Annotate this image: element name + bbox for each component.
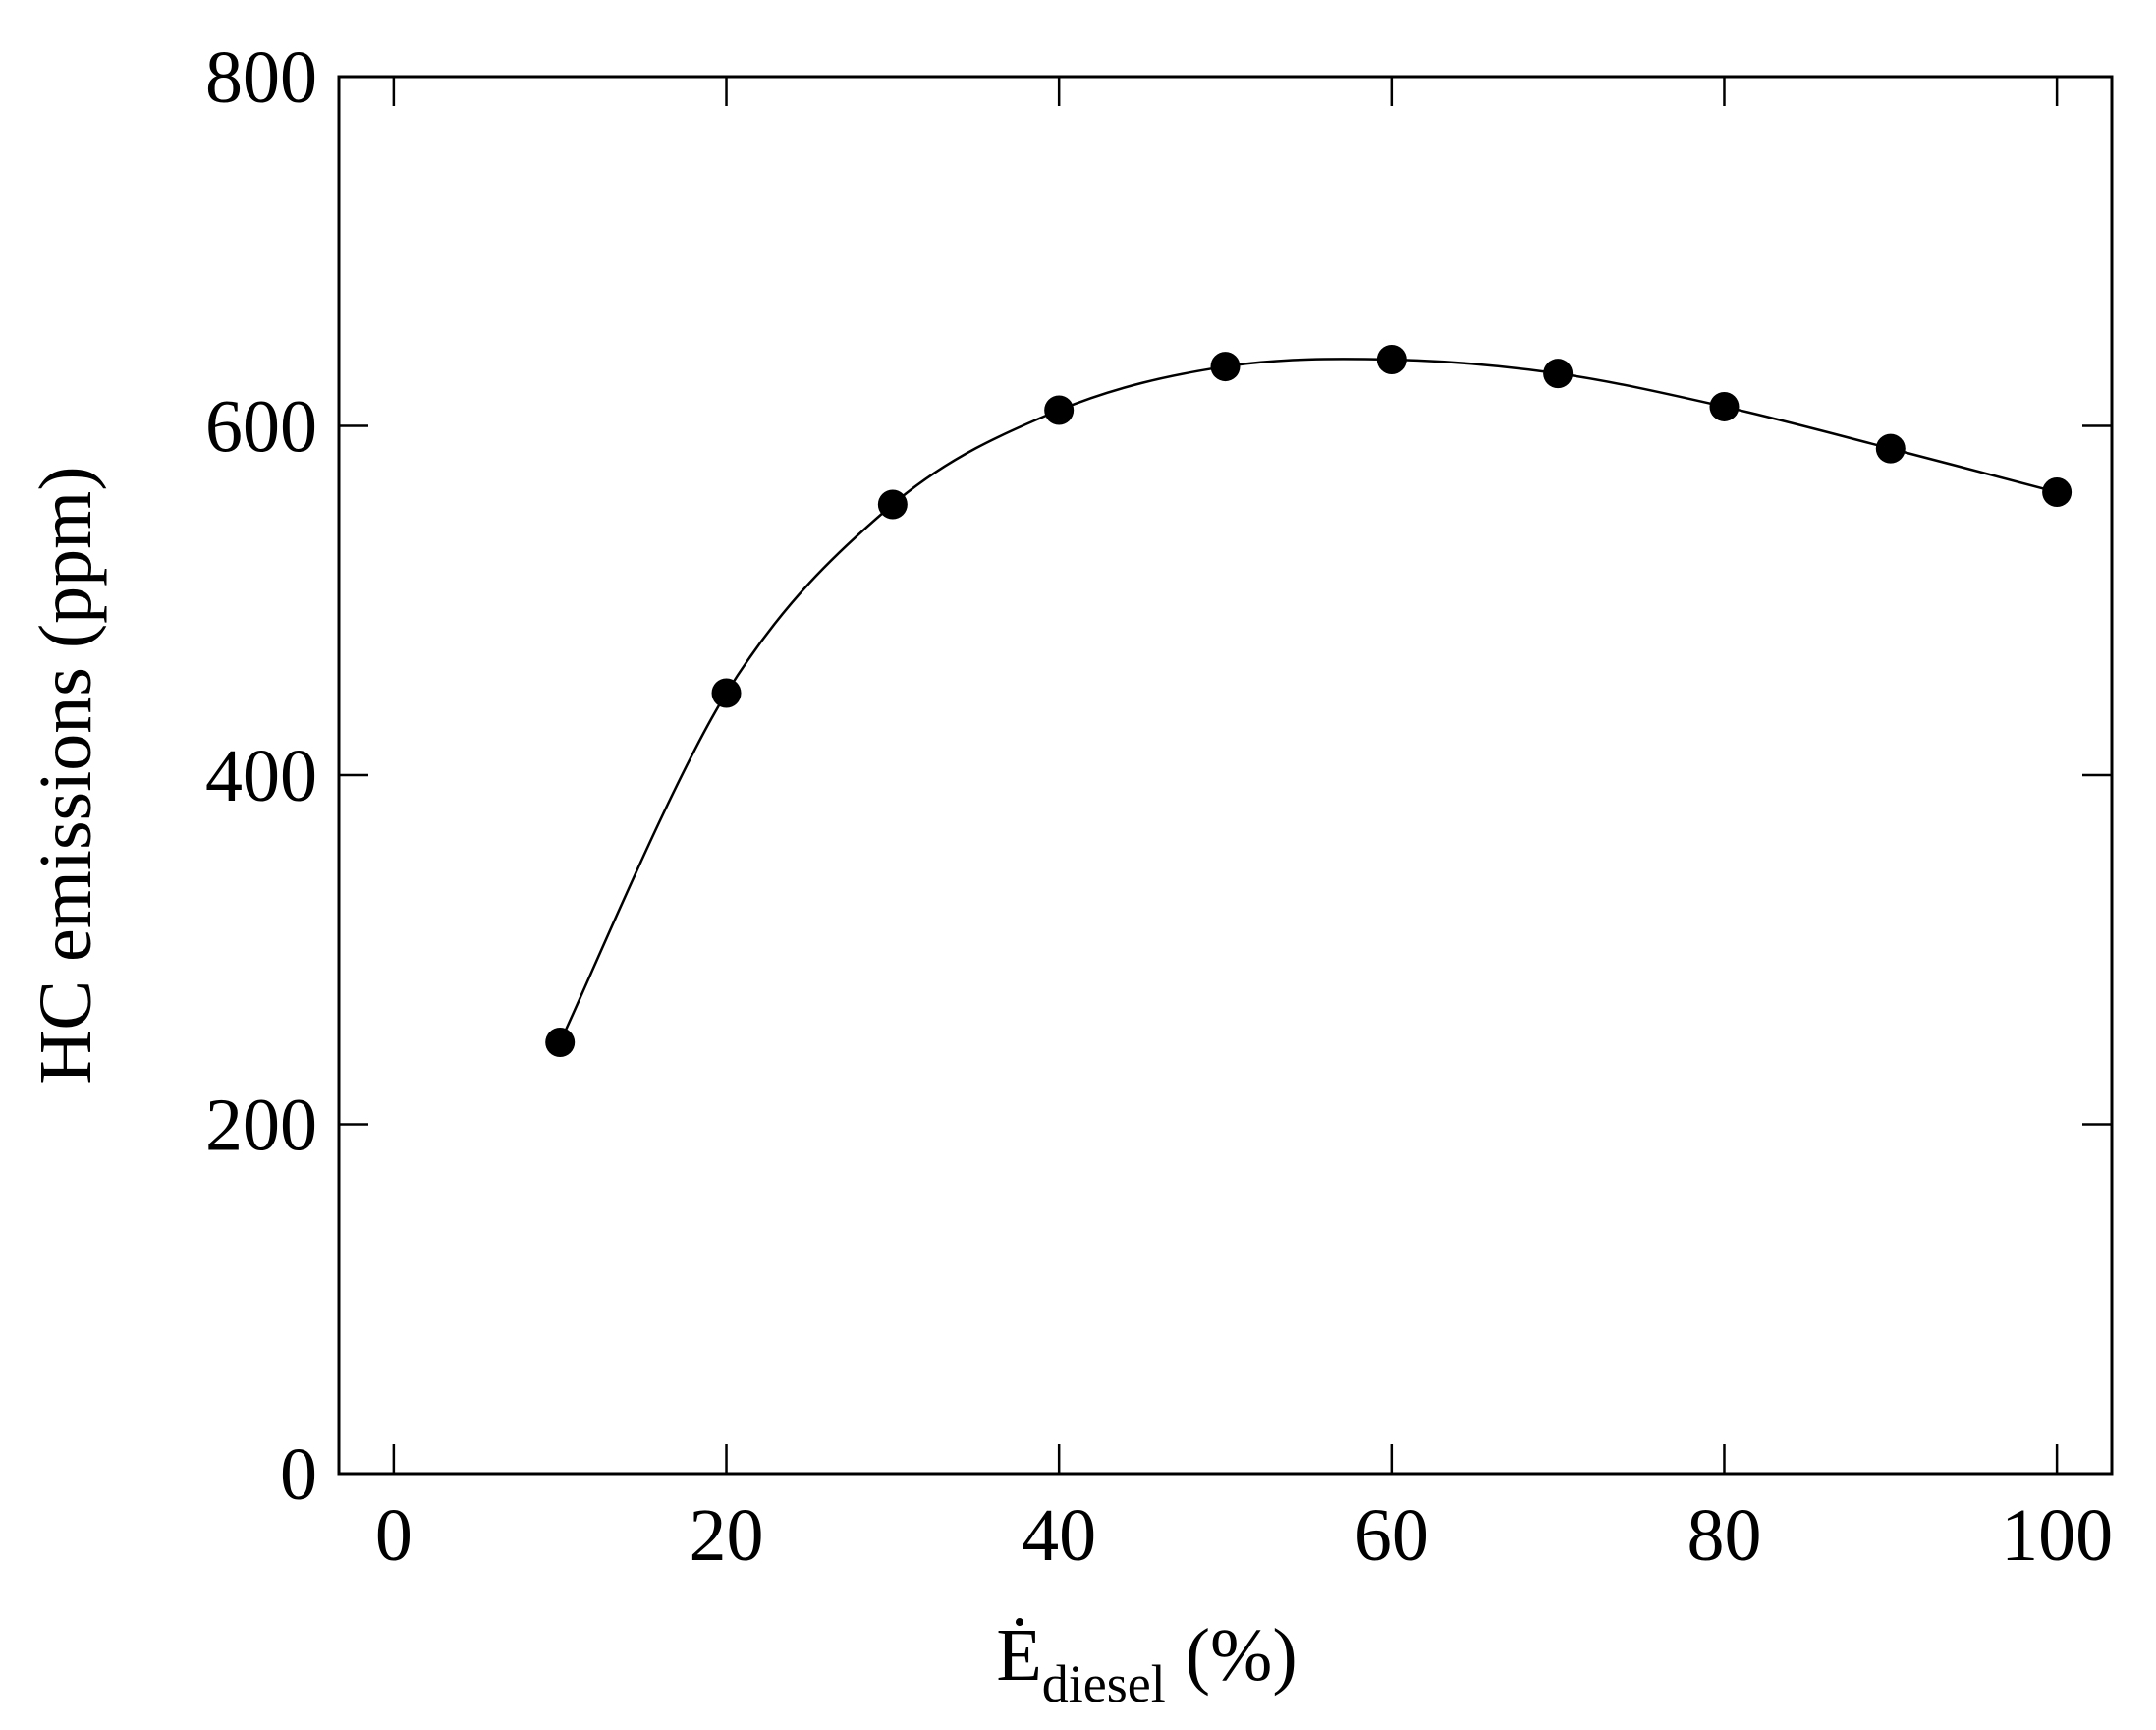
data-point — [1875, 433, 1906, 464]
data-point — [1044, 395, 1075, 425]
plot-frame — [337, 75, 2114, 1476]
x-axis-subscript: diesel — [1042, 1654, 1166, 1713]
data-point — [1709, 391, 1740, 421]
x-tick-label: 60 — [1354, 1494, 1429, 1577]
data-point — [877, 489, 908, 520]
x-tick-labels: 0 20 40 60 80 100 — [375, 1494, 2113, 1577]
data-points — [545, 344, 2073, 1057]
y-tick-label: 800 — [205, 36, 317, 119]
data-point — [711, 678, 742, 708]
series-line — [559, 358, 2058, 1043]
y-tick-label: 600 — [205, 386, 317, 469]
x-axis-unit: (%) — [1186, 1614, 1298, 1697]
data-point — [1376, 344, 1407, 374]
data-point — [1210, 352, 1241, 382]
y-tick-label: 200 — [205, 1085, 317, 1167]
y-tick-label: 0 — [280, 1433, 317, 1516]
x-tick-label: 0 — [375, 1494, 413, 1577]
x-axis-title: Ėdiesel (%) — [996, 1614, 1297, 1713]
x-tick-label: 40 — [1022, 1494, 1096, 1577]
y-axis-title: HC emissions (ppm) — [25, 466, 107, 1084]
x-tick-label: 100 — [2001, 1494, 2113, 1577]
y-tick-labels: 0 200 400 600 800 — [205, 36, 317, 1516]
data-point — [1543, 359, 1574, 389]
x-tick-label: 20 — [690, 1494, 764, 1577]
axis-ticks — [339, 75, 2112, 1476]
y-tick-label: 400 — [205, 735, 317, 817]
x-axis-symbol: Ė — [996, 1614, 1041, 1697]
x-tick-label: 80 — [1686, 1494, 1761, 1577]
data-point — [545, 1027, 576, 1057]
data-point — [2042, 477, 2073, 508]
